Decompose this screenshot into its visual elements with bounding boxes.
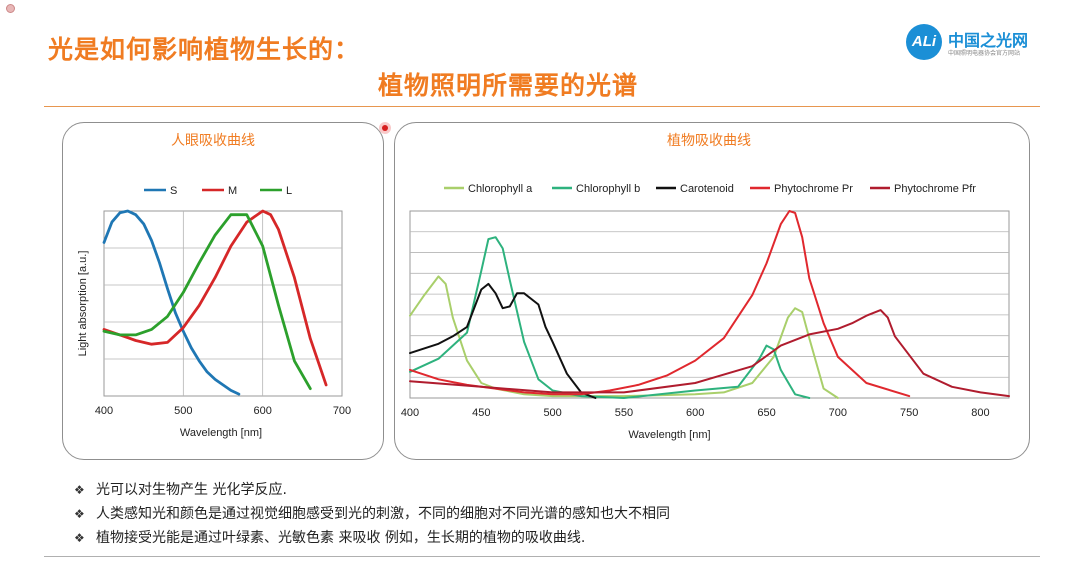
page-title: 光是如何影响植物生长的：	[48, 35, 361, 64]
human-eye-chart-title: 人眼吸收曲线	[171, 133, 255, 149]
site-logo[interactable]: ALi 中国之光网 中国照明电器协会官方网站	[906, 22, 1046, 62]
x-tick-label: 600	[253, 405, 271, 417]
x-tick-label: 400	[95, 405, 113, 417]
series-line-carotenoid	[409, 282, 597, 399]
bullet-text: 植物接受光能是通过叶绿素、光敏色素 来吸收 例如，生长期的植物的吸收曲线.	[96, 530, 586, 546]
bullet-list: ❖ 光可以对生物产生 光化学反应. ❖ 人类感知光和颜色是通过视觉细胞感受到光的刺激…	[74, 478, 670, 550]
logo-mark-icon: ALi	[906, 24, 942, 60]
diamond-bullet-icon: ❖	[74, 507, 85, 521]
bullet-text: 人类感知光和颜色是通过视觉细胞感受到光的刺激，不同的细胞对不同光谱的感知也大不相…	[96, 506, 670, 522]
diamond-bullet-icon: ❖	[74, 531, 85, 545]
x-tick-label: 500	[174, 405, 192, 417]
x-tick-label: 550	[615, 407, 633, 419]
plant-chart-title: 植物吸收曲线	[667, 133, 751, 149]
logo-subtitle: 中国照明电器协会官方网站	[948, 50, 1021, 57]
header-divider	[44, 106, 1040, 107]
footer-divider	[44, 556, 1040, 557]
x-axis-label: Wavelength [nm]	[180, 427, 262, 439]
legend-label: Phytochrome Pr	[774, 183, 853, 195]
x-tick-label: 800	[971, 407, 989, 419]
logo-name: 中国之光网	[948, 31, 1029, 50]
page-subtitle: 植物照明所需要的光谱	[378, 71, 639, 100]
diamond-bullet-icon: ❖	[74, 483, 85, 497]
bullet-text: 光可以对生物产生 光化学反应.	[96, 482, 287, 498]
x-tick-label: 500	[543, 407, 561, 419]
series-line-chlorophyll-a	[409, 275, 839, 399]
x-tick-label: 750	[900, 407, 918, 419]
legend-label: Chlorophyll a	[468, 183, 533, 195]
x-tick-label: 400	[401, 407, 419, 419]
x-tick-label: 650	[757, 407, 775, 419]
y-axis-label: Light absorption [a.u.]	[77, 251, 89, 357]
pointer-highlight	[379, 122, 391, 134]
list-item: ❖ 植物接受光能是通过叶绿素、光敏色素 来吸收 例如，生长期的植物的吸收曲线.	[74, 526, 670, 550]
series-line-m	[102, 209, 328, 387]
x-tick-label: 600	[686, 407, 704, 419]
window-corner-dot	[6, 4, 15, 13]
series-line-chlorophyll-b	[409, 236, 811, 399]
series-line-phytochrome-pfr	[409, 309, 1010, 398]
x-axis-label: Wavelength [nm]	[628, 429, 710, 441]
series-line-l	[102, 213, 312, 391]
legend-label: Carotenoid	[680, 183, 734, 195]
legend-label: Chlorophyll b	[576, 183, 640, 195]
series-line-s	[102, 209, 241, 396]
legend-label: Phytochrome Pfr	[894, 183, 976, 195]
x-tick-label: 700	[333, 405, 351, 417]
x-tick-label: 450	[472, 407, 490, 419]
legend-label: L	[286, 185, 292, 197]
series-line-phytochrome-pr	[409, 210, 911, 398]
legend-label: M	[228, 185, 237, 197]
x-tick-label: 700	[829, 407, 847, 419]
legend-label: S	[170, 185, 177, 197]
list-item: ❖ 人类感知光和颜色是通过视觉细胞感受到光的刺激，不同的细胞对不同光谱的感知也大不…	[74, 502, 670, 526]
list-item: ❖ 光可以对生物产生 光化学反应.	[74, 478, 670, 502]
